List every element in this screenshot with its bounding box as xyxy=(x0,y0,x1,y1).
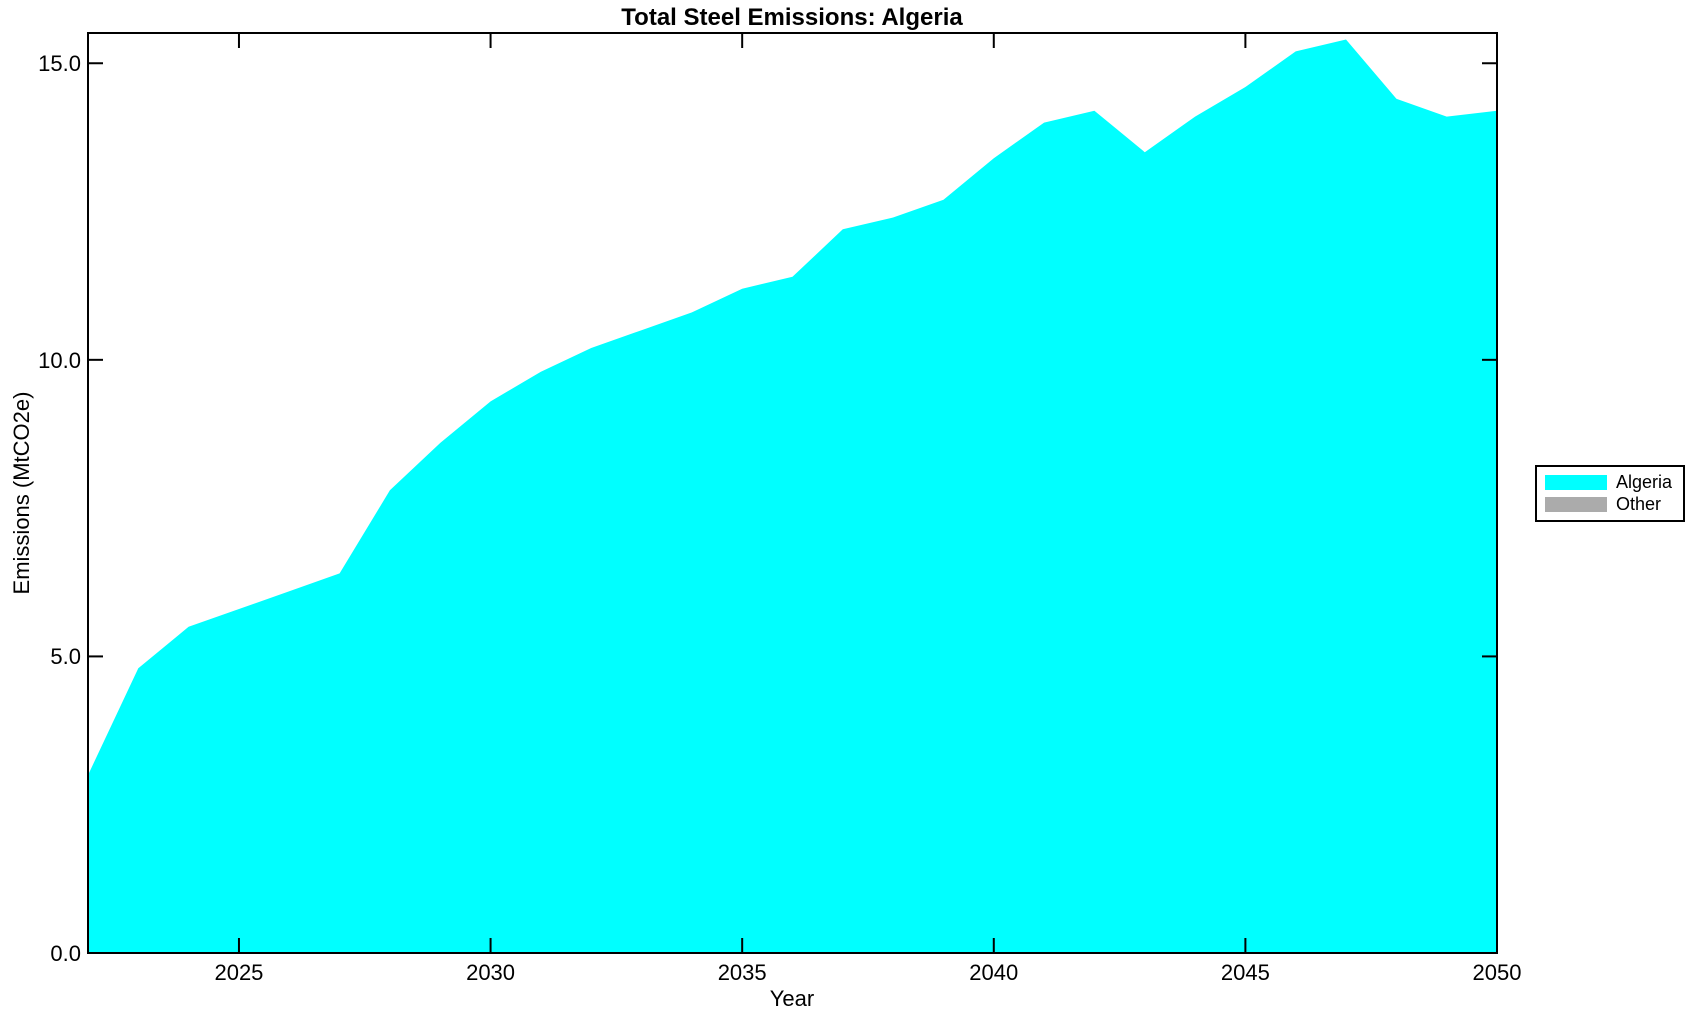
x-tick-label: 2040 xyxy=(969,960,1019,985)
legend-item-algeria: Algeria xyxy=(1545,472,1683,492)
y-tick-label: 10.0 xyxy=(38,347,81,373)
x-tick-label: 2045 xyxy=(1220,960,1270,985)
area-series-algeria xyxy=(88,39,1497,953)
chart-title: Total Steel Emissions: Algeria xyxy=(621,4,963,31)
y-tick-label: 5.0 xyxy=(50,644,81,670)
x-tick-label: 2050 xyxy=(1472,960,1522,985)
legend-label: Other xyxy=(1616,494,1662,514)
x-axis-label: Year xyxy=(769,986,815,1011)
legend: Algeria Other xyxy=(1535,465,1685,522)
legend-swatch-other xyxy=(1545,497,1607,512)
x-tick-label: 2035 xyxy=(717,960,767,985)
x-tick-label: 2025 xyxy=(214,960,264,985)
legend-item-other: Other xyxy=(1545,494,1683,514)
y-axis-label: Emissions (MtCO2e) xyxy=(9,391,34,595)
plot-border xyxy=(87,32,1498,954)
legend-label: Algeria xyxy=(1616,472,1673,492)
y-tick-label: 0.0 xyxy=(50,941,81,966)
legend-swatch-algeria xyxy=(1545,475,1607,490)
y-tick-label: 15.0 xyxy=(38,51,81,77)
x-tick-label: 2030 xyxy=(466,960,516,985)
